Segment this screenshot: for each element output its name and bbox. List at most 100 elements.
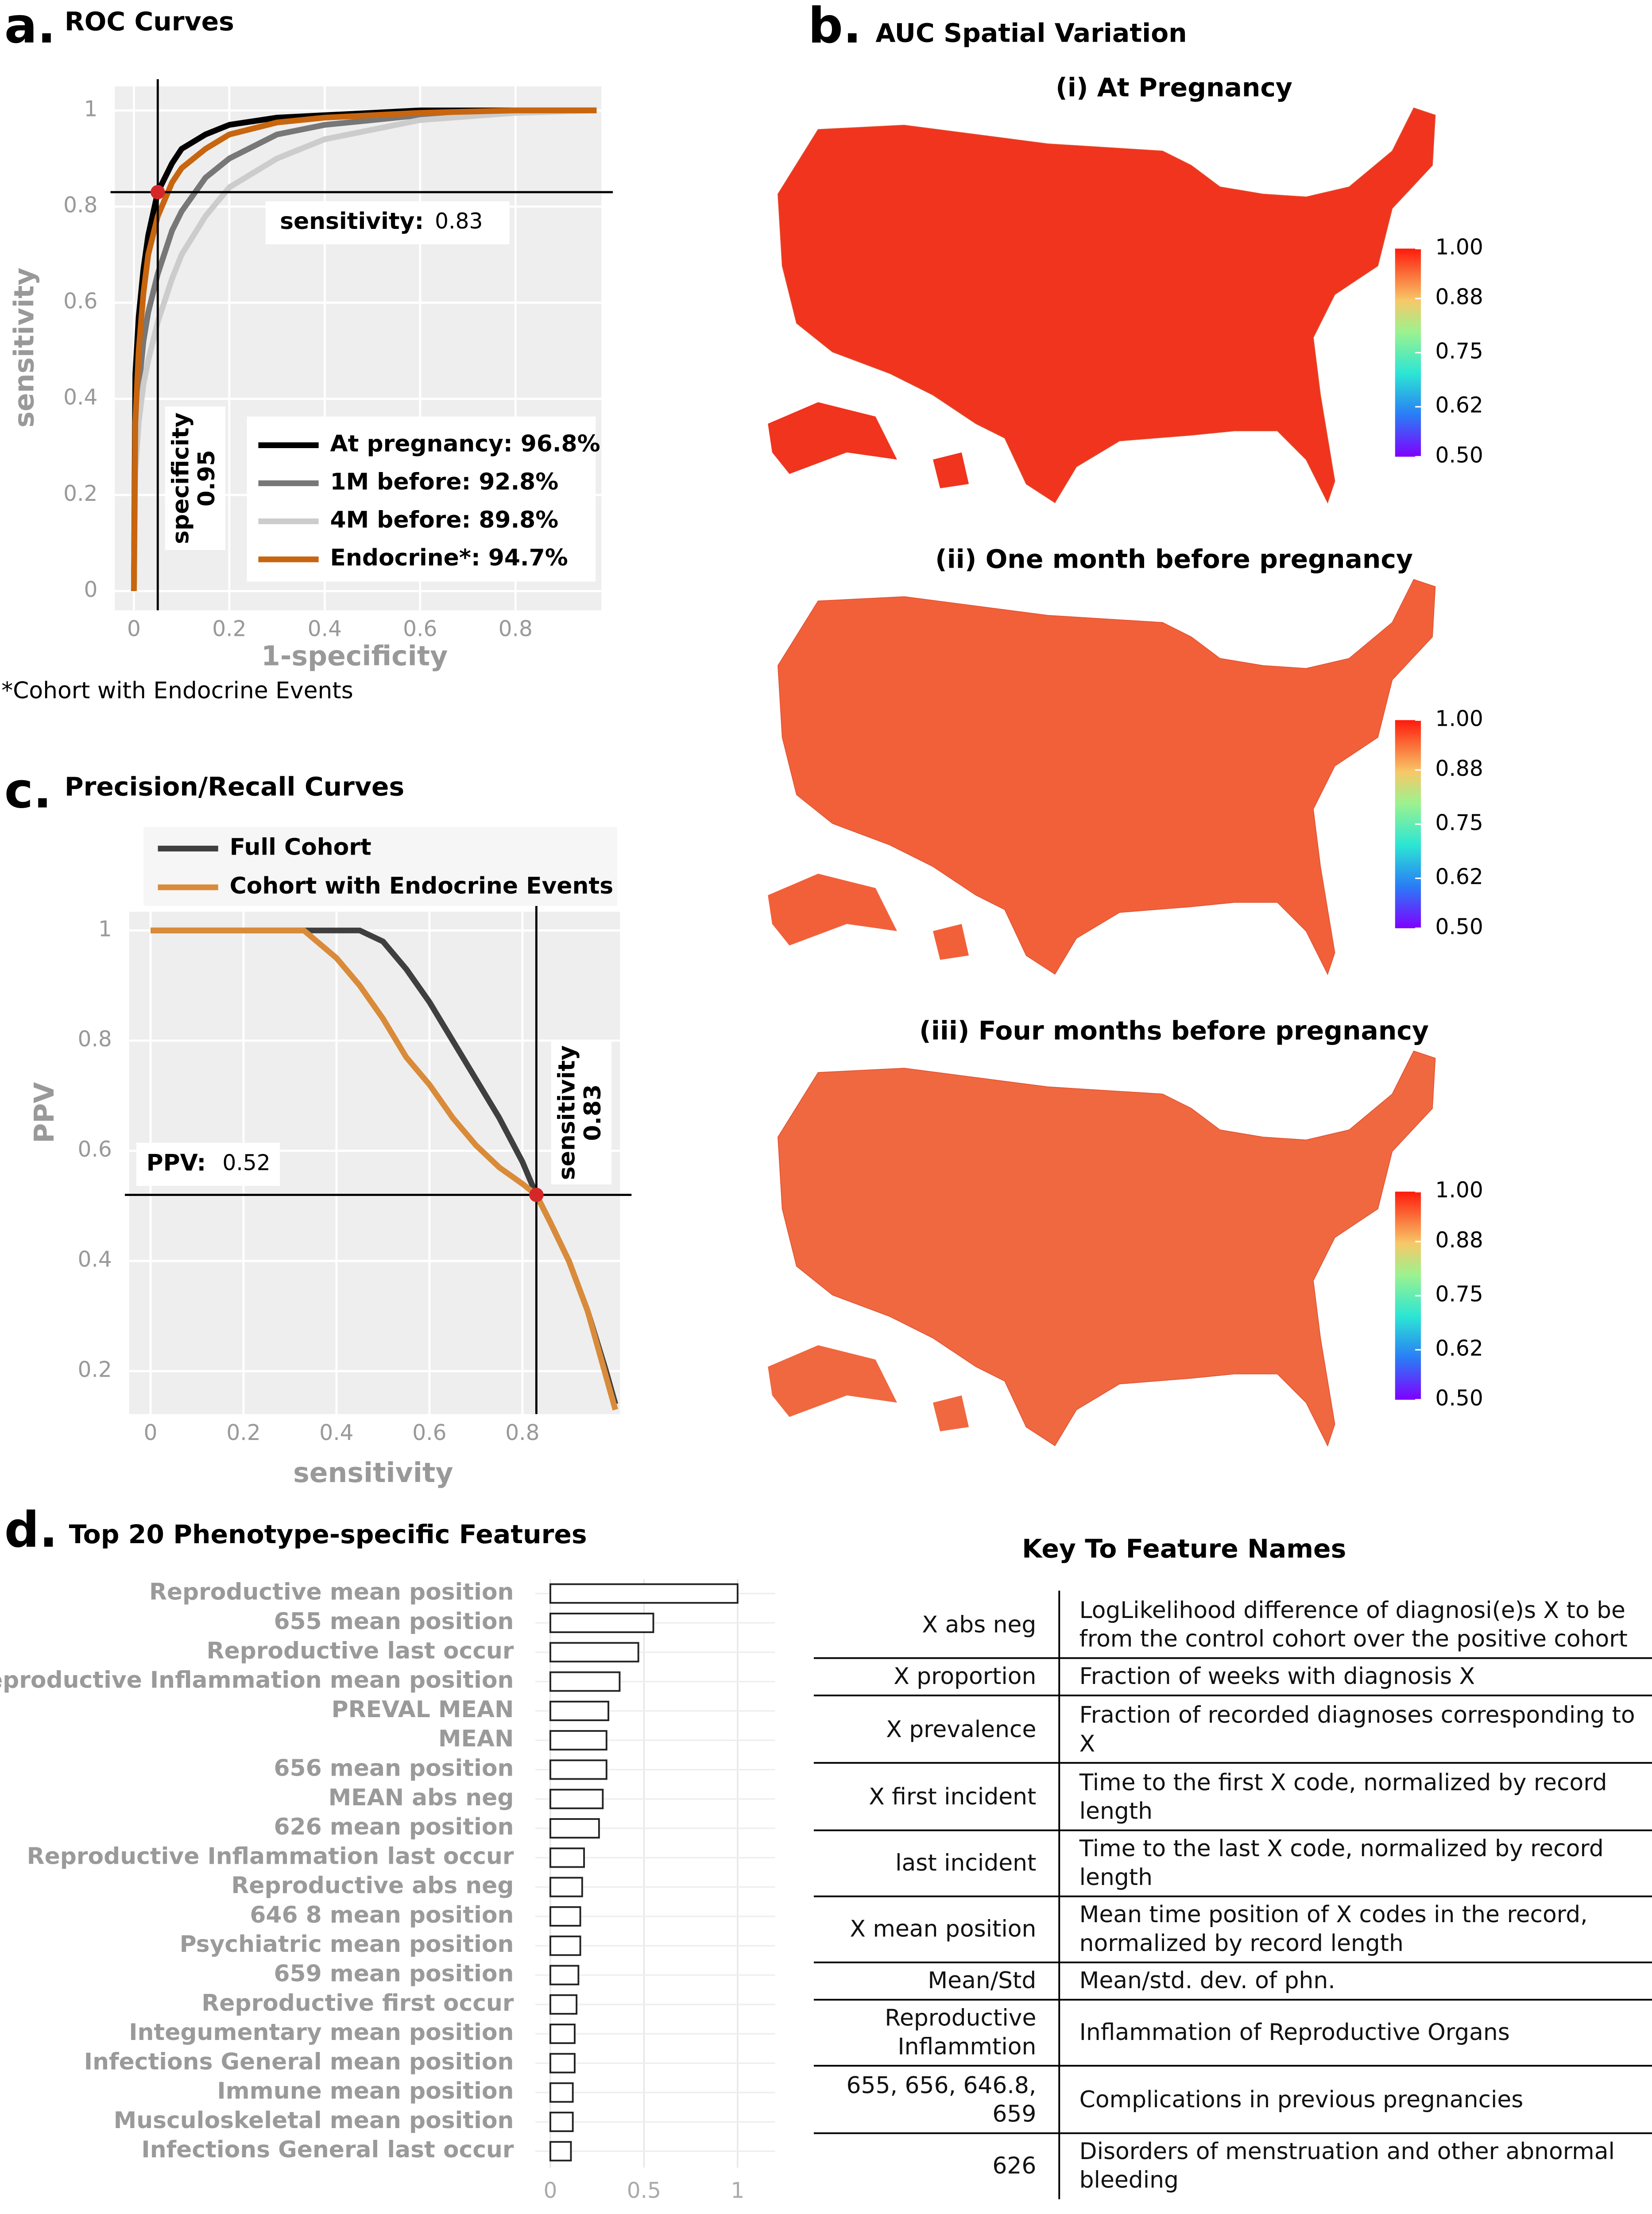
table-cell: Time to the first X code, normalized by … (1079, 1768, 1607, 1824)
x-tick-label: 1 (731, 2178, 744, 2203)
x-tick-label: 0.4 (308, 617, 342, 642)
bar (549, 1613, 654, 1633)
annotation-box (165, 406, 225, 550)
colorbar-label: 0.62 (1435, 393, 1483, 418)
legend-label: At pregnancy: 96.8% (330, 431, 600, 457)
x-tick-label: 0 (144, 1421, 158, 1445)
bar (549, 1965, 580, 1986)
curve (131, 107, 597, 591)
annotation-label: sensitivity (554, 1045, 580, 1180)
bar (549, 1906, 581, 1927)
y-tick-label: 1 (98, 917, 112, 941)
map-region (778, 1050, 1436, 1447)
bar (549, 1700, 609, 1721)
y-tick-label: 659 mean position (274, 1960, 514, 1987)
table-cell-text: Time to the first X code, normalized by … (1079, 1768, 1607, 1824)
y-tick-label: Reproductive Inflammation last occur (27, 1843, 514, 1870)
panel-title: AUC Spatial Variation (875, 18, 1187, 48)
table-cell-text: Time to the last X code, normalized by r… (1079, 1835, 1604, 1891)
y-tick-label: 646 8 mean position (250, 1902, 514, 1928)
table-cell-text: 626 (992, 2152, 1037, 2179)
curve (131, 107, 597, 591)
table-cell: X abs neg (922, 1610, 1036, 1637)
y-tick-label: Integumentary mean position (129, 2019, 514, 2046)
table-cell: last incident (895, 1849, 1036, 1877)
table-cell-text: Mean time position of X codes in the rec… (1079, 1900, 1588, 1957)
panel-label: b. (808, 0, 862, 54)
annotation-value: 0.52 (222, 1151, 270, 1176)
y-tick-label: MEAN (438, 1726, 514, 1752)
colorbar-label: 0.50 (1435, 1386, 1483, 1411)
table-cell: X first incident (869, 1782, 1037, 1810)
map-region (768, 874, 897, 946)
y-tick-label: 0.2 (63, 481, 97, 506)
y-tick-label: MEAN abs neg (329, 1784, 514, 1811)
bar (549, 1788, 604, 1809)
colorbar-label: 1.00 (1435, 1178, 1483, 1203)
colorbar-label: 0.75 (1435, 810, 1483, 835)
x-tick-label: 0.8 (499, 617, 533, 642)
legend-label: Cohort with Endocrine Events (230, 873, 613, 899)
table-cell-text: Inflammation of Reproductive Organs (1079, 2018, 1510, 2046)
bar (549, 2111, 574, 2132)
y-tick-label: 0.4 (63, 385, 97, 410)
table-cell-text: X proportion (894, 1662, 1037, 1690)
annotation-value: 0.95 (193, 450, 220, 507)
table-cell-text: X prevalence (886, 1715, 1037, 1742)
y-tick-label: 626 mean position (274, 1814, 514, 1840)
map-title: (ii) One month before pregnancy (935, 544, 1413, 574)
panel-title: Precision/Recall Curves (65, 771, 404, 801)
bar (549, 1583, 739, 1604)
table-cell-text: LogLikelihood difference of diagnosi(e)s… (1079, 1595, 1628, 1652)
y-tick-label: 0.2 (78, 1358, 112, 1382)
legend-label: 4M before: 89.8% (330, 507, 559, 533)
x-tick-label: 0.5 (627, 2178, 661, 2203)
annotation-value: 0.83 (580, 1084, 606, 1141)
colorbar-label: 0.88 (1435, 756, 1483, 781)
y-tick-label: Reproductive last occur (207, 1637, 514, 1664)
bar (549, 2053, 576, 2074)
colorbar-label: 0.88 (1435, 285, 1483, 310)
map (768, 579, 1436, 975)
table-cell-text: Reproductive Inflammtion (885, 2004, 1037, 2060)
table-cell-text: Disorders of menstruation and other abno… (1079, 2137, 1615, 2194)
y-tick-label: 0.4 (78, 1247, 112, 1272)
x-tick-label: 0.6 (403, 617, 437, 642)
y-tick-label: 0.8 (78, 1027, 112, 1052)
table-cell: Mean/std. dev. of phn. (1079, 1967, 1335, 1994)
y-tick-label: Immune mean position (217, 2078, 514, 2105)
colorbar-label: 1.00 (1435, 706, 1483, 731)
map-region (778, 107, 1436, 504)
map-region (778, 579, 1436, 975)
panel-label: a. (4, 0, 56, 54)
colorbar-label: 0.75 (1435, 339, 1483, 364)
table-cell: Fraction of weeks with diagnosis X (1079, 1662, 1475, 1690)
map-region (768, 402, 897, 474)
table-cell: Complications in previous pregnancies (1079, 2085, 1524, 2113)
table-cell-text: X first incident (869, 1782, 1037, 1810)
panel-title: ROC Curves (65, 7, 234, 37)
bar (549, 1935, 581, 1956)
y-axis-label: sensitivity (8, 267, 40, 427)
x-axis-label: sensitivity (293, 1457, 453, 1489)
annotation-label: sensitivity: (280, 208, 424, 235)
bar (549, 1730, 607, 1751)
y-tick-label: Reproductive mean position (149, 1579, 514, 1606)
annotation-value: 0.83 (435, 209, 483, 234)
table-cell: Disorders of menstruation and other abno… (1079, 2137, 1615, 2194)
table-cell-text: 655, 656, 646.8, 659 (846, 2071, 1037, 2127)
table-cell: X prevalence (886, 1715, 1037, 1742)
annotation-box (136, 1142, 280, 1186)
operating-point (529, 1188, 544, 1202)
legend-label: 1M before: 92.8% (330, 468, 559, 495)
table-cell: X mean position (850, 1915, 1036, 1943)
y-tick-label: 0.6 (63, 289, 97, 314)
x-tick-label: 0.4 (319, 1421, 353, 1445)
x-tick-label: 0 (127, 617, 141, 642)
y-tick-label: 0.6 (78, 1137, 112, 1162)
y-tick-label: Psychiatric mean position (180, 1931, 514, 1958)
map-region (932, 1395, 969, 1432)
bar (549, 1877, 583, 1897)
x-tick-label: 0.6 (412, 1421, 446, 1445)
